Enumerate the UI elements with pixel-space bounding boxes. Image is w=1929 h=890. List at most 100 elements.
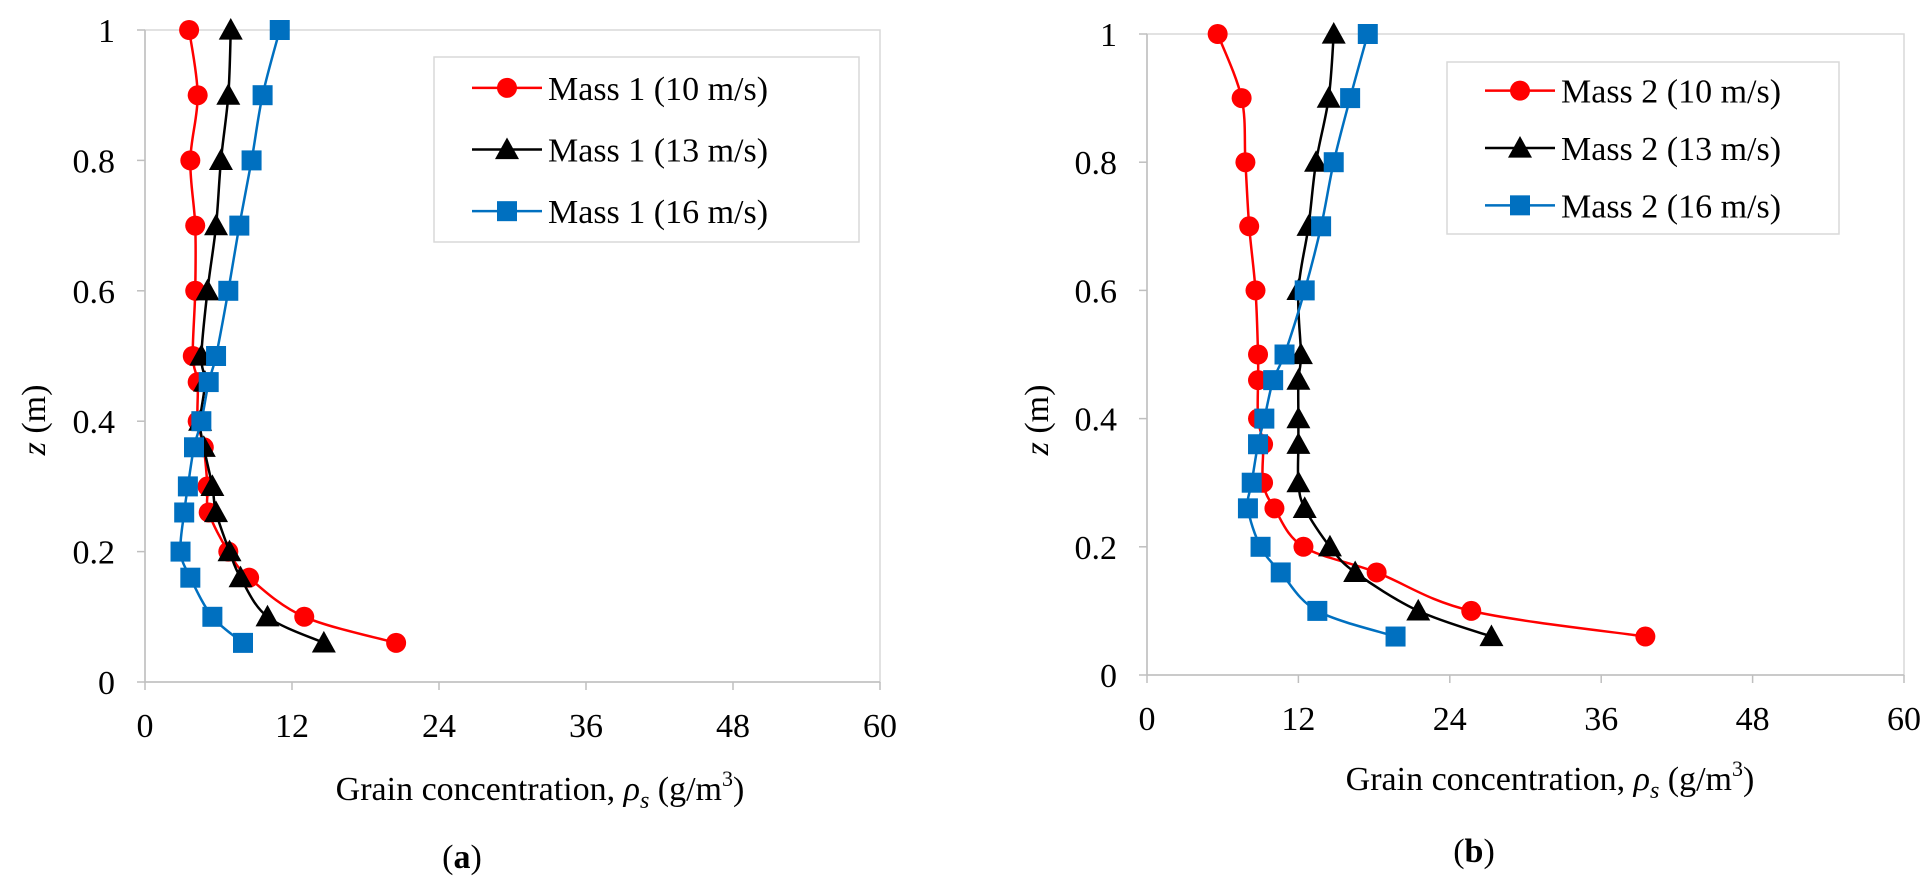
x-axis-label-close: ): [1743, 761, 1754, 798]
data-point: [1357, 24, 1378, 44]
data-point: [1479, 624, 1504, 647]
data-point: [216, 83, 241, 105]
x-tick-label: 12: [1281, 701, 1315, 738]
data-point: [177, 476, 198, 497]
legend-marker: [497, 201, 517, 222]
data-point: [180, 150, 201, 171]
data-point: [187, 85, 208, 106]
x-axis-label: Grain concentration, ρs (g/m3): [336, 766, 745, 814]
data-point: [180, 567, 201, 588]
data-point: [1274, 344, 1295, 365]
y-tick-label: 0: [1100, 658, 1117, 695]
legend: Mass 1 (10 m/s) Mass 1 (13 m/s) Mass 1 (16…: [433, 56, 860, 243]
data-point: [241, 150, 262, 171]
legend-label: Mass 2 (13 m/s): [1561, 131, 1781, 168]
data-point: [1294, 280, 1315, 301]
legend-label: Mass 1 (10 m/s): [548, 71, 768, 108]
x-axis-label-close: ): [733, 771, 744, 808]
x-axis-label-superscript: 3: [722, 766, 733, 791]
data-point: [200, 474, 225, 496]
data-point: [1307, 600, 1328, 621]
x-axis-label-subscript: s: [640, 788, 649, 814]
panel-label: (a): [442, 839, 482, 876]
data-point: [1286, 368, 1311, 390]
data-point: [255, 604, 280, 627]
x-axis-label-text: Grain concentration,: [1346, 761, 1634, 798]
data-point: [233, 632, 253, 653]
y-tick-label: 0.2: [1075, 530, 1118, 567]
y-axis-label-unit: (m): [16, 385, 53, 443]
legend: Mass 2 (10 m/s) Mass 2 (13 m/s) Mass 2 (16…: [1446, 61, 1840, 235]
data-point: [1231, 88, 1252, 109]
legend-label: Mass 2 (10 m/s): [1561, 74, 1781, 111]
series-3: [170, 20, 290, 653]
x-axis-label-symbol: ρ: [1633, 761, 1650, 798]
data-point: [1316, 86, 1341, 108]
y-axis-label: z (m): [1019, 385, 1056, 457]
series-2: [188, 18, 336, 653]
y-tick-label: 0: [98, 665, 115, 702]
data-point: [1343, 560, 1368, 583]
x-axis-label-text: Grain concentration,: [336, 771, 624, 808]
legend-label: Mass 2 (16 m/s): [1561, 188, 1781, 225]
x-tick-label: 0: [1139, 701, 1156, 738]
data-point: [202, 606, 223, 627]
y-tick-label: 0.2: [73, 535, 116, 572]
data-point: [1286, 406, 1311, 429]
y-axis-label-var: z: [16, 442, 53, 456]
data-point: [1385, 626, 1406, 647]
data-point: [1237, 498, 1258, 519]
y-axis-label-unit: (m): [1019, 385, 1056, 443]
x-axis-label-subscript: s: [1650, 778, 1659, 804]
data-point: [1241, 472, 1262, 493]
data-point: [1292, 496, 1317, 518]
y-tick-label: 0.4: [1075, 402, 1118, 439]
data-point: [1286, 432, 1311, 454]
data-point: [1207, 24, 1228, 44]
data-point: [208, 148, 233, 170]
data-point: [1250, 536, 1271, 557]
data-point: [294, 606, 315, 627]
data-point: [1248, 434, 1269, 455]
legend-marker: [1510, 195, 1530, 216]
x-axis-label: Grain concentration, ρs (g/m3): [1346, 756, 1755, 804]
data-point: [195, 278, 220, 301]
legend-marker: [1510, 80, 1530, 101]
data-point: [217, 539, 242, 562]
x-tick-label: 0: [137, 708, 154, 745]
data-point: [1406, 598, 1431, 621]
panel-label-open: (: [1453, 833, 1464, 870]
y-tick-label: 0.6: [1075, 273, 1118, 310]
y-axis-label-var: z: [1019, 442, 1056, 456]
x-tick-label: 60: [863, 708, 897, 745]
y-tick-label: 0.8: [73, 143, 116, 180]
data-point: [1288, 342, 1313, 365]
data-point: [170, 541, 191, 562]
data-point: [1235, 152, 1256, 173]
series-3: [1237, 24, 1406, 647]
data-point: [1239, 216, 1260, 237]
data-point: [206, 346, 227, 366]
panel-label: (b): [1453, 833, 1495, 870]
data-point: [174, 502, 195, 523]
legend-label: Mass 1 (13 m/s): [548, 133, 768, 170]
series-1: [179, 20, 407, 653]
data-point: [229, 215, 250, 236]
data-point: [191, 411, 212, 432]
data-point: [1311, 216, 1332, 237]
data-point: [218, 280, 239, 301]
data-point: [1321, 22, 1346, 44]
x-axis-label-unit: (g/m: [1659, 761, 1732, 798]
legend-marker: [495, 137, 519, 160]
data-point: [1248, 370, 1269, 391]
data-point: [269, 20, 290, 40]
legend-marker: [497, 77, 517, 98]
data-point: [228, 565, 253, 588]
data-point: [1248, 344, 1269, 365]
data-point: [1317, 534, 1342, 557]
data-point: [252, 85, 273, 106]
data-point: [185, 215, 206, 236]
data-point: [179, 20, 200, 40]
x-axis-label-unit: (g/m: [649, 771, 722, 808]
